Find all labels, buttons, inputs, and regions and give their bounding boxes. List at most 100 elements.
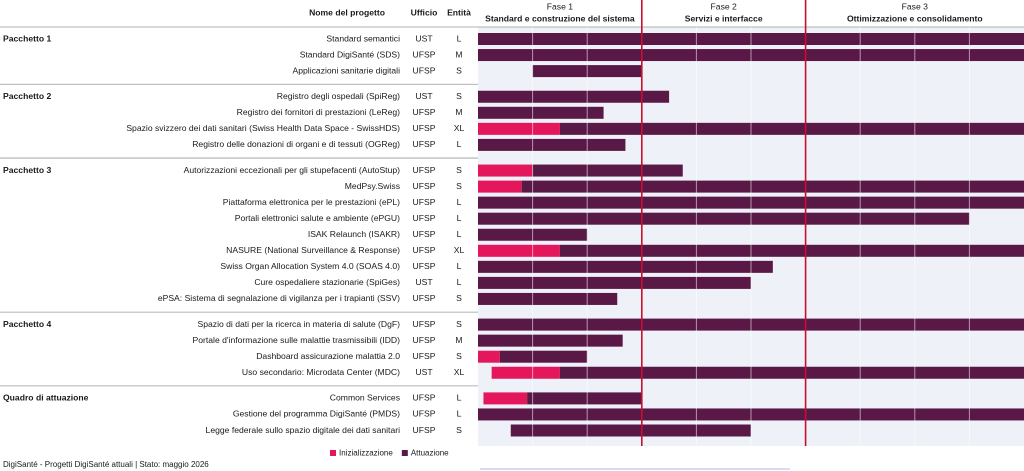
task-bar: [478, 164, 533, 177]
group-label: Pacchetto 4: [3, 319, 51, 329]
task-office: UST: [415, 367, 433, 377]
task-office: UFSP: [413, 261, 436, 271]
task-size: S: [456, 165, 462, 175]
task-size: M: [455, 107, 462, 117]
group-label: Pacchetto 2: [3, 91, 51, 101]
task-name: Portale d'informazione sulle malattie tr…: [193, 335, 401, 345]
task-size: XL: [454, 123, 465, 133]
task-name: Cure ospedaliere stazionarie (SpiGes): [254, 277, 400, 287]
task-size: L: [457, 33, 462, 43]
task-bar: [478, 334, 623, 347]
task-office: UFSP: [413, 123, 436, 133]
task-name: Standard semantici: [326, 33, 400, 43]
task-office: UST: [415, 277, 433, 287]
task-size: S: [456, 65, 462, 75]
task-bar: [478, 212, 970, 225]
task-name: Standard DigiSanté (SDS): [300, 49, 400, 59]
task-bar: [499, 350, 588, 363]
task-bar: [478, 138, 626, 151]
legend-label: Attuazione: [411, 449, 449, 458]
task-bar: [478, 260, 773, 273]
task-office: UFSP: [413, 351, 436, 361]
task-size: L: [457, 229, 462, 239]
task-name: ISAK Relaunch (ISAKR): [308, 229, 400, 239]
task-office: UST: [415, 33, 433, 43]
task-office: UFSP: [413, 65, 436, 75]
task-office: UFSP: [413, 49, 436, 59]
legend-swatch: [330, 450, 336, 456]
task-office: UFSP: [413, 197, 436, 207]
task-bar: [510, 424, 751, 437]
task-size: S: [456, 425, 462, 435]
task-office: UFSP: [413, 393, 436, 403]
task-bar: [559, 122, 1024, 135]
task-office: UFSP: [413, 335, 436, 345]
task-size: L: [457, 197, 462, 207]
task-bar: [478, 350, 500, 363]
task-name: Registro degli ospedali (SpiReg): [277, 91, 400, 101]
group-label: Pacchetto 1: [3, 33, 51, 43]
phase-name: Fase 2: [711, 1, 737, 11]
task-office: UFSP: [413, 181, 436, 191]
task-bar: [478, 244, 560, 257]
task-size: L: [457, 277, 462, 287]
task-name: Uso secondario: Microdata Center (MDC): [242, 367, 400, 377]
task-office: UFSP: [413, 213, 436, 223]
task-name: Swiss Organ Allocation System 4.0 (SOAS …: [220, 261, 400, 271]
task-size: S: [456, 181, 462, 191]
task-bar: [478, 276, 751, 289]
task-size: L: [457, 139, 462, 149]
task-office: UFSP: [413, 293, 436, 303]
task-bar: [521, 180, 1024, 193]
task-name: Spazio di dati per la ricerca in materia…: [197, 319, 400, 329]
task-name: Portali elettronici salute e ambiente (e…: [235, 213, 400, 223]
task-bar: [483, 392, 528, 405]
phase-name: Fase 3: [902, 1, 928, 11]
task-bar: [478, 292, 618, 305]
task-size: S: [456, 351, 462, 361]
task-name: Registro dei fornitori di prestazioni (L…: [237, 107, 400, 117]
task-bar: [478, 106, 604, 119]
phase-title: Standard e construzione del sistema: [485, 13, 635, 23]
task-size: S: [456, 319, 462, 329]
task-bar: [527, 392, 642, 405]
task-office: UFSP: [413, 409, 436, 419]
task-size: S: [456, 293, 462, 303]
task-name: Applicazioni sanitarie digitali: [293, 65, 401, 75]
task-bar: [478, 180, 522, 193]
phase-title: Servizi e interfacce: [685, 13, 763, 23]
task-bar: [559, 366, 1024, 379]
task-bar: [478, 122, 560, 135]
task-size: XL: [454, 367, 465, 377]
task-office: UFSP: [413, 319, 436, 329]
column-header: Entità: [447, 7, 471, 17]
task-name: MedPsy.Swiss: [345, 181, 400, 191]
task-bar: [491, 366, 560, 379]
task-name: Gestione del programma DigiSanté (PMDS): [233, 409, 400, 419]
task-bar: [478, 90, 670, 103]
legend-label: Inizializzazione: [339, 449, 393, 458]
phase-name: Fase 1: [547, 1, 573, 11]
task-office: UFSP: [413, 425, 436, 435]
task-size: L: [457, 393, 462, 403]
task-office: UFSP: [413, 229, 436, 239]
legend-swatch: [401, 450, 408, 456]
task-size: M: [455, 335, 462, 345]
task-office: UST: [415, 91, 433, 101]
phase-title: Ottimizzazione e consolidamento: [847, 13, 983, 23]
task-size: M: [455, 49, 462, 59]
task-office: UFSP: [413, 139, 436, 149]
column-header: Nome del progetto: [309, 7, 385, 17]
group-label: Pacchetto 3: [3, 165, 51, 175]
group-label: Quadro di attuazione: [3, 393, 89, 403]
task-office: UFSP: [413, 107, 436, 117]
task-name: Dashboard assicurazione malattia 2.0: [256, 351, 400, 361]
task-office: UFSP: [413, 165, 436, 175]
task-bar: [532, 164, 683, 177]
task-name: Piattaforma elettronica per le prestazio…: [223, 197, 400, 207]
task-name: NASURE (National Surveillance & Response…: [226, 245, 400, 255]
task-name: Spazio svizzero dei dati sanitari (Swiss…: [126, 123, 400, 133]
task-name: Common Services: [330, 393, 400, 403]
task-size: L: [457, 261, 462, 271]
